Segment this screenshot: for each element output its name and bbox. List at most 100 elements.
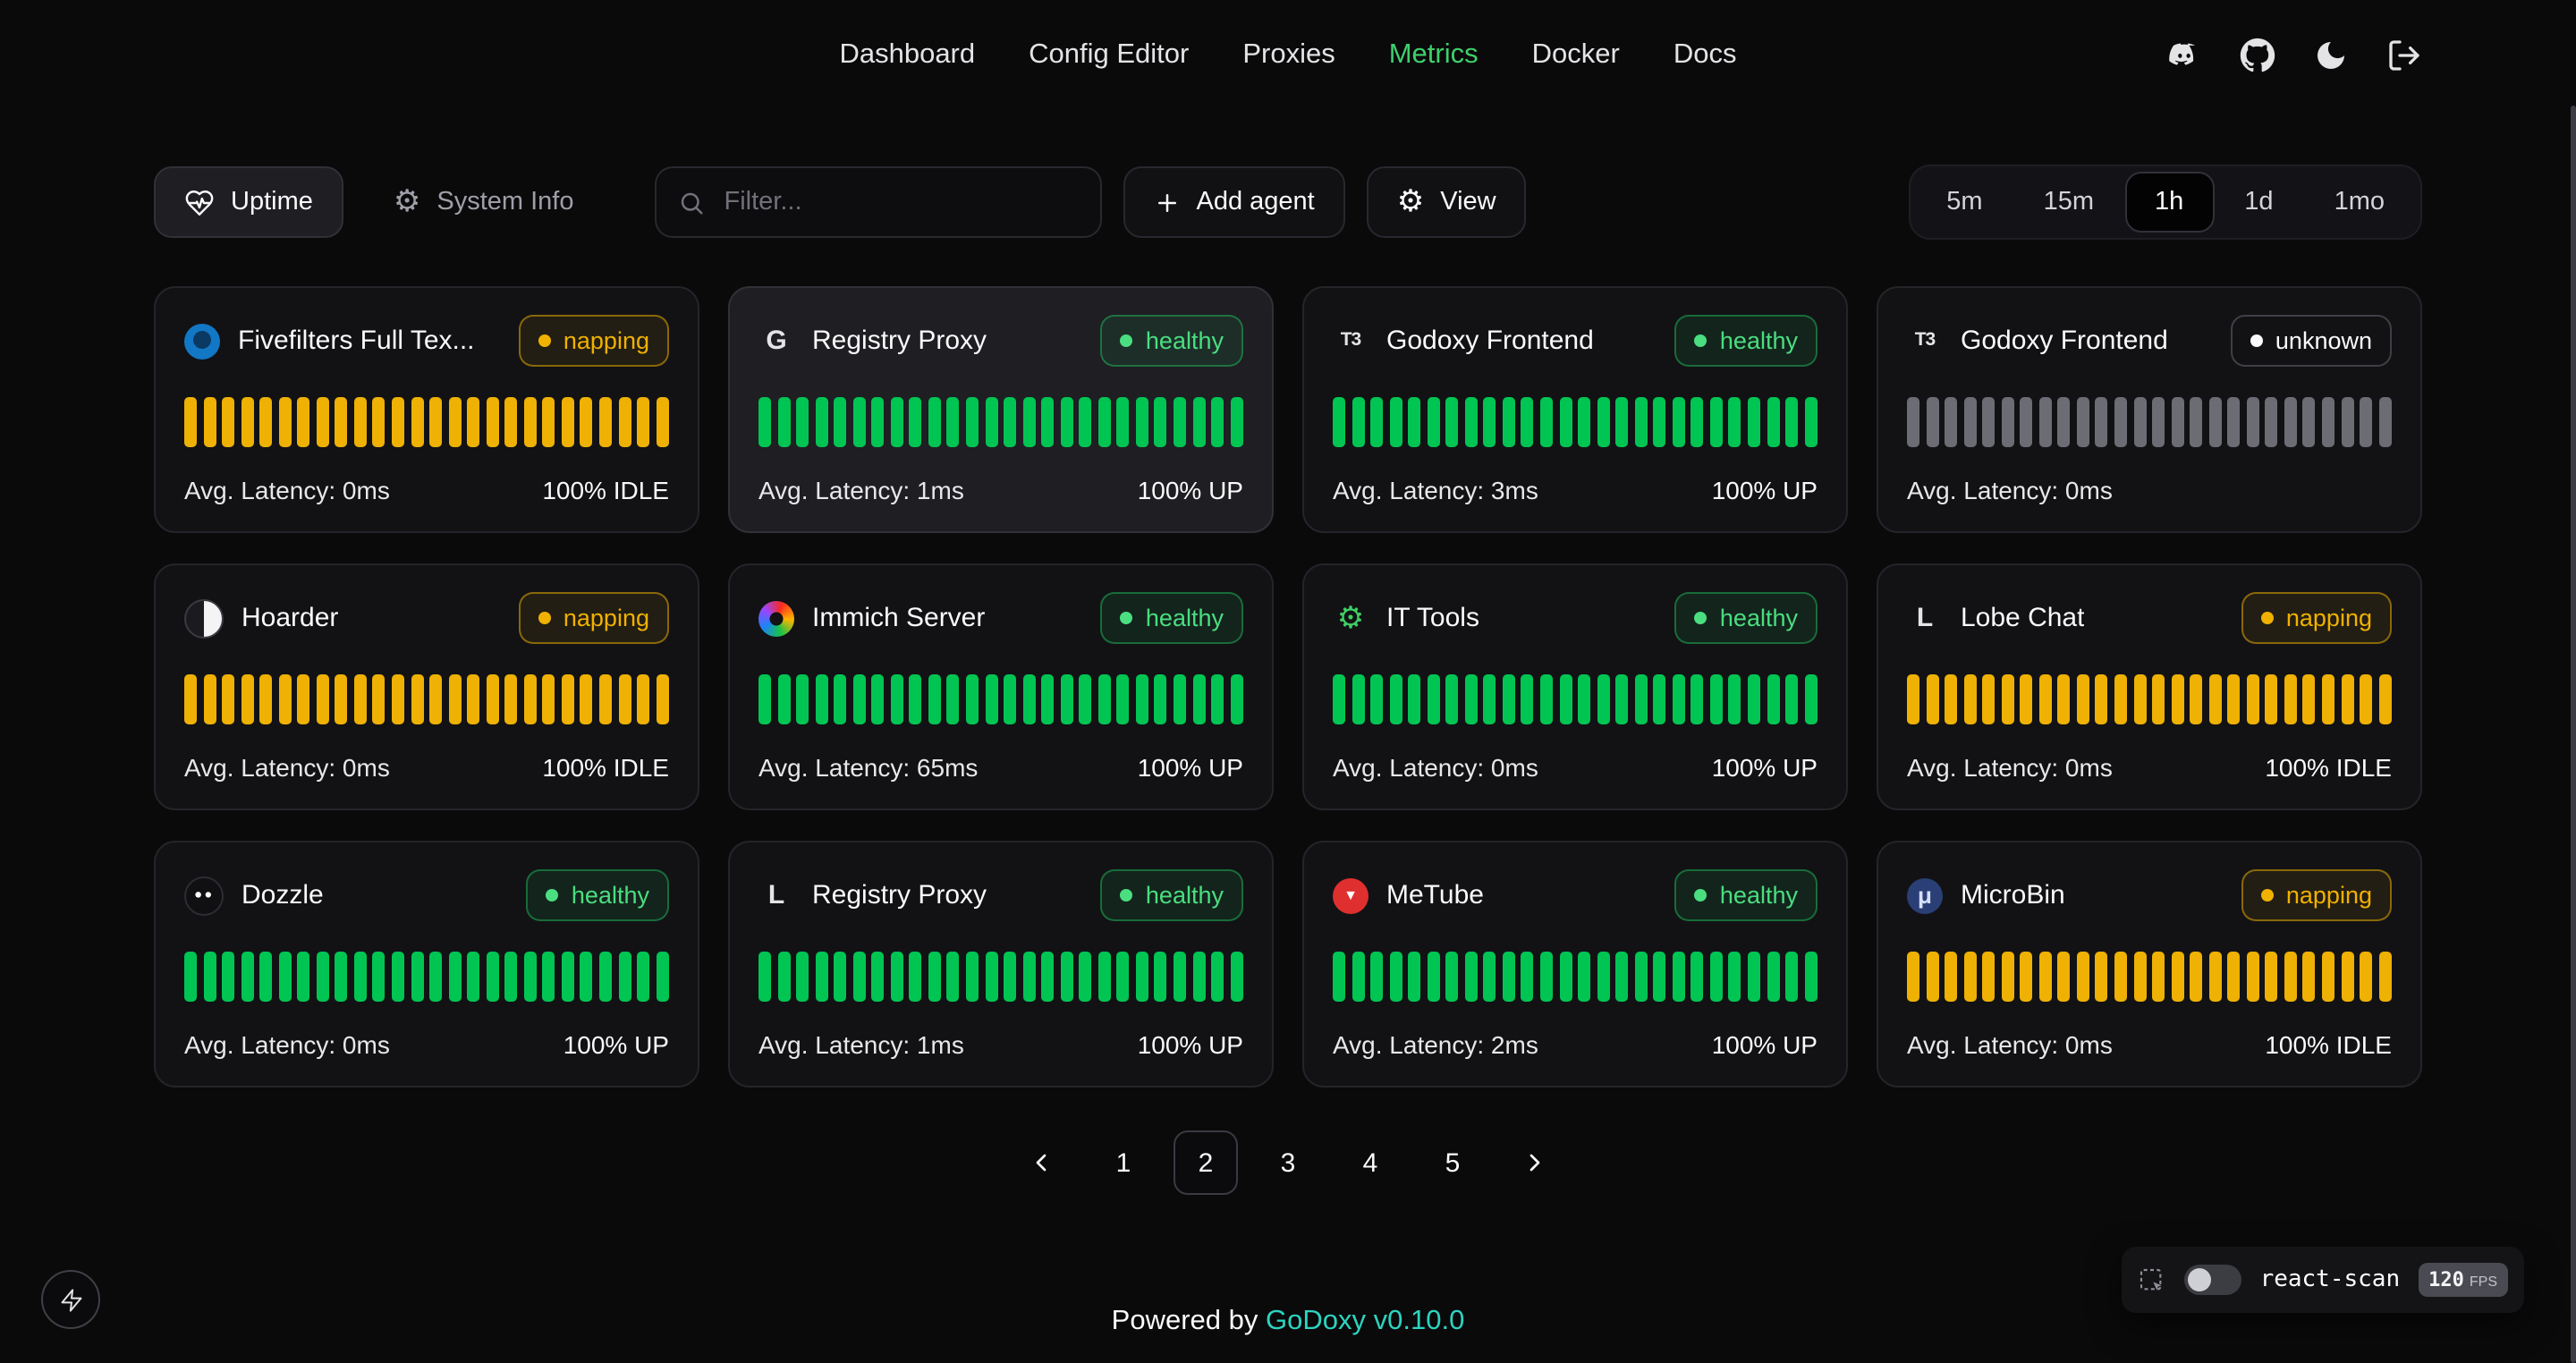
- uptime-bar: [241, 396, 254, 446]
- tab-system-info[interactable]: System Info: [365, 166, 603, 238]
- card-header: T3 Godoxy Frontend healthy: [1333, 315, 1818, 367]
- github-icon[interactable]: [2240, 38, 2275, 73]
- uptime-bar: [411, 951, 424, 1001]
- service-card[interactable]: Fivefilters Full Tex... napping Avg. Lat…: [154, 286, 699, 533]
- uptime-bar: [1728, 673, 1741, 724]
- theme-toggle-moon-icon[interactable]: [2313, 38, 2349, 73]
- uptime-bar: [871, 951, 885, 1001]
- nav-item[interactable]: Dashboard: [839, 39, 976, 70]
- page-number-button[interactable]: 4: [1362, 1147, 1378, 1178]
- logout-icon[interactable]: [2386, 38, 2422, 73]
- uptime-bar: [985, 396, 998, 446]
- uptime-text: 100% IDLE: [542, 476, 669, 504]
- service-name: Godoxy Frontend: [1386, 326, 1594, 356]
- uptime-bar: [2265, 396, 2278, 446]
- service-card[interactable]: ⚙ IT Tools healthy Avg. Latency: 0ms 100…: [1302, 563, 1848, 810]
- nav-item[interactable]: Config Editor: [1029, 39, 1190, 70]
- uptime-bar: [871, 396, 885, 446]
- footer-version-link[interactable]: v0.10.0: [1373, 1306, 1465, 1336]
- uptime-text: 100% UP: [563, 1030, 669, 1059]
- uptime-bar: [448, 396, 462, 446]
- uptime-bar: [2378, 673, 2392, 724]
- service-card[interactable]: L Lobe Chat napping Avg. Latency: 0ms 10…: [1877, 563, 2422, 810]
- service-card[interactable]: Dozzle healthy Avg. Latency: 0ms 100% UP: [154, 841, 699, 1088]
- service-card[interactable]: μ MicroBin napping Avg. Latency: 0ms 100…: [1877, 841, 2422, 1088]
- footer-brand-link[interactable]: GoDoxy: [1266, 1306, 1366, 1336]
- uptime-bar: [523, 951, 537, 1001]
- time-range-button[interactable]: 1d: [2244, 188, 2274, 216]
- service-card[interactable]: G Registry Proxy healthy Avg. Latency: 1…: [728, 286, 1274, 533]
- service-card[interactable]: Immich Server healthy Avg. Latency: 65ms…: [728, 563, 1274, 810]
- time-range-button[interactable]: 1h: [2124, 172, 2215, 233]
- uptime-bar: [852, 396, 866, 446]
- react-scan-toggle[interactable]: [2184, 1265, 2242, 1295]
- nav-item[interactable]: Proxies: [1242, 39, 1335, 70]
- uptime-bar: [1540, 673, 1554, 724]
- uptime-bar: [1748, 396, 1761, 446]
- uptime-bar: [1079, 673, 1092, 724]
- lightning-fab[interactable]: [41, 1270, 100, 1329]
- uptime-bar: [1116, 396, 1130, 446]
- page-number-button[interactable]: 5: [1445, 1147, 1461, 1178]
- uptime-bar: [486, 951, 499, 1001]
- nav-item[interactable]: Metrics: [1388, 39, 1479, 70]
- pagination-pages: 1 2 3 4 5: [1091, 1130, 1485, 1195]
- uptime-bar: [1483, 951, 1496, 1001]
- uptime-bar: [1333, 951, 1345, 1001]
- card-header: T3 Godoxy Frontend unknown: [1907, 315, 2392, 367]
- uptime-bars: [758, 673, 1243, 724]
- fps-badge: 120 FPS: [2418, 1263, 2508, 1297]
- uptime-bar: [1540, 396, 1554, 446]
- service-card[interactable]: Hoarder napping Avg. Latency: 0ms 100% I…: [154, 563, 699, 810]
- uptime-bar: [1907, 951, 1919, 1001]
- time-range-button[interactable]: 1mo: [2334, 188, 2385, 216]
- service-card[interactable]: T3 Godoxy Frontend unknown Avg. Latency:…: [1877, 286, 2422, 533]
- filter-input[interactable]: [720, 186, 1079, 218]
- uptime-bar: [2378, 396, 2392, 446]
- page-number-button[interactable]: 2: [1174, 1130, 1238, 1195]
- uptime-bar: [2360, 396, 2373, 446]
- next-page-button[interactable]: [1503, 1130, 1567, 1195]
- page-number-button[interactable]: 1: [1115, 1147, 1131, 1178]
- service-card[interactable]: ▼ MeTube healthy Avg. Latency: 2ms 100% …: [1302, 841, 1848, 1088]
- nav-item[interactable]: Docs: [1673, 39, 1737, 70]
- uptime-bar: [259, 396, 273, 446]
- uptime-bar: [1690, 396, 1704, 446]
- status-dot-icon: [2260, 889, 2274, 902]
- uptime-bar: [966, 673, 979, 724]
- uptime-bar: [278, 396, 292, 446]
- uptime-bar: [1464, 951, 1478, 1001]
- letter-icon: L: [1916, 603, 1934, 633]
- prev-page-button[interactable]: [1009, 1130, 1073, 1195]
- uptime-bar: [2057, 396, 2071, 446]
- tab-uptime[interactable]: Uptime: [154, 166, 343, 238]
- time-range-button[interactable]: 5m: [1946, 188, 1983, 216]
- uptime-bar: [1135, 396, 1148, 446]
- uptime-bar: [1370, 951, 1384, 1001]
- uptime-bar: [1004, 951, 1017, 1001]
- uptime-bar: [1352, 396, 1365, 446]
- uptime-bar: [1521, 951, 1534, 1001]
- uptime-bar: [618, 951, 631, 1001]
- uptime-bar: [2171, 673, 2184, 724]
- inspect-icon[interactable]: [2139, 1266, 2167, 1294]
- uptime-text: 100% UP: [1137, 476, 1243, 504]
- uptime-bar: [928, 673, 941, 724]
- nav-item[interactable]: Docker: [1531, 39, 1620, 70]
- uptime-bar: [2302, 396, 2316, 446]
- service-card[interactable]: L Registry Proxy healthy Avg. Latency: 1…: [728, 841, 1274, 1088]
- add-agent-button[interactable]: Add agent: [1123, 166, 1345, 238]
- page-scrollbar[interactable]: [2571, 106, 2576, 1363]
- discord-icon[interactable]: [2166, 38, 2202, 73]
- uptime-bar: [1408, 673, 1421, 724]
- card-header: Dozzle healthy: [184, 869, 669, 921]
- page-number-button[interactable]: 3: [1280, 1147, 1296, 1178]
- time-range-button[interactable]: 15m: [2043, 188, 2094, 216]
- card-footer: Avg. Latency: 0ms 100% IDLE: [184, 753, 669, 782]
- uptime-bar: [392, 396, 405, 446]
- uptime-bar: [184, 396, 197, 446]
- view-button[interactable]: View: [1366, 166, 1527, 238]
- uptime-bar: [184, 951, 197, 1001]
- status-dot-icon: [1694, 334, 1707, 347]
- service-card[interactable]: T3 Godoxy Frontend healthy Avg. Latency:…: [1302, 286, 1848, 533]
